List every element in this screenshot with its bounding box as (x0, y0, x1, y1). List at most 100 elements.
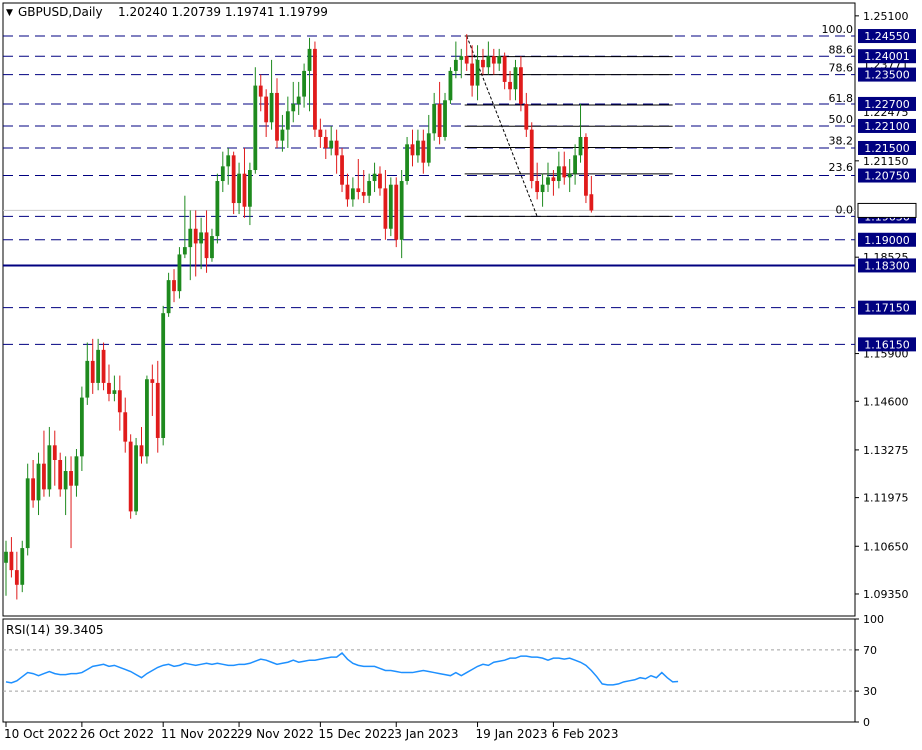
candle-bull (459, 56, 464, 60)
x-tick-label: 10 Oct 2022 (4, 727, 78, 741)
candle-bear (334, 140, 339, 156)
candle-bear (150, 379, 155, 383)
candle-bull (47, 445, 52, 490)
candle-bear (42, 463, 46, 490)
y-tick-label: 1.13275 (863, 444, 909, 457)
candle-bear (9, 551, 14, 571)
candle-bull (296, 96, 301, 104)
candle-bear (508, 81, 512, 90)
candle-bull (188, 228, 193, 248)
candle-bear (58, 459, 63, 490)
candle-bull (36, 463, 41, 501)
candle-bull (25, 478, 30, 549)
candle-bull (567, 173, 572, 178)
candle-bear (437, 103, 442, 137)
candle-bear (340, 155, 344, 185)
candle-bear (562, 166, 567, 178)
chart-symbol: GBPUSD,Daily (18, 5, 103, 19)
x-tick-label: 19 Jan 2023 (476, 727, 548, 741)
candle-bear (90, 360, 95, 383)
candle-bear (551, 177, 556, 182)
price-tag-label: 1.19000 (864, 234, 910, 247)
candle-bull (248, 170, 252, 207)
price-tag-label: 1.18300 (864, 259, 910, 272)
y-tick-label: 1.21150 (863, 155, 909, 168)
candle-bear (589, 194, 594, 211)
price-tag (858, 49, 916, 64)
candle-bear (318, 129, 323, 137)
candle-bear (69, 471, 73, 486)
rsi-label: RSI(14) 39.3405 (6, 623, 104, 637)
candle-bear (128, 441, 133, 512)
candle-bear (378, 173, 382, 189)
candle-bull (350, 188, 355, 200)
rsi-tick-label: 70 (863, 644, 877, 657)
x-tick-label: 11 Nov 2022 (161, 727, 238, 741)
candle-bull (367, 181, 372, 196)
candle-bear (231, 155, 236, 204)
candle-bear (155, 382, 160, 438)
price-tag-label: 1.16150 (864, 338, 910, 351)
candle-bear (584, 136, 588, 196)
fib-label-88.6: 88.6 (829, 44, 854, 57)
candle-bear (139, 445, 144, 457)
price-tag (858, 232, 916, 247)
candle-bear (491, 56, 496, 64)
candle-bear (107, 382, 111, 394)
rsi-line (5, 651, 679, 686)
current-price-tag (857, 202, 917, 218)
fib-label-38.2: 38.2 (829, 135, 854, 148)
candle-bull (269, 92, 274, 123)
price-tag (858, 337, 916, 352)
candle-bull (210, 236, 214, 259)
candle-bear (356, 188, 361, 193)
candle-bull (497, 56, 502, 64)
candle-bull (486, 56, 491, 68)
candle-bear (410, 144, 415, 156)
price-tag-label: 1.22100 (864, 120, 910, 133)
fib-label-23.6: 23.6 (829, 161, 854, 174)
candle-bear (204, 232, 209, 259)
candle-bear (275, 92, 279, 141)
candle-bull (546, 177, 550, 185)
candle-bear (117, 390, 122, 413)
candle-bull (63, 471, 68, 490)
y-tick-label: 1.25100 (863, 10, 909, 23)
candle-bear (470, 63, 475, 86)
price-tag-label: 1.21500 (864, 142, 910, 155)
candle-bear (421, 140, 426, 163)
candle-bear (345, 184, 350, 200)
candle-bear (361, 192, 366, 196)
rsi-plot-frame (2, 618, 856, 723)
price-tag-label: 1.20750 (864, 170, 910, 183)
candle-bull (182, 247, 187, 255)
candle-bull (573, 155, 577, 174)
candle-bear (101, 349, 106, 383)
rsi-tick-label: 30 (863, 685, 877, 698)
candle-bull (405, 144, 409, 182)
y-tick-label: 1.14600 (863, 395, 909, 408)
price-tag (858, 29, 916, 44)
candle-bull (134, 445, 138, 512)
price-tag (858, 96, 916, 111)
fib-label-100.0: 100.0 (822, 23, 854, 36)
candle-bear (172, 280, 176, 292)
y-tick-label: 1.11975 (863, 492, 909, 505)
fib-label-0.0: 0.0 (836, 203, 854, 216)
candle-bear (519, 67, 523, 104)
price-tag (858, 168, 916, 183)
price-tag (858, 258, 916, 273)
candle-bull (426, 133, 431, 163)
candle-bear (52, 445, 57, 460)
x-tick-label: 15 Dec 2022 (318, 727, 395, 741)
candle-bull (199, 232, 204, 244)
candle-bull (291, 103, 296, 112)
candle-bull (432, 103, 437, 134)
candle-bull (215, 181, 220, 237)
price-tag (858, 67, 916, 82)
candle-bear (242, 173, 247, 207)
candle-bull (329, 140, 334, 148)
price-tag-label: 1.24001 (864, 50, 910, 63)
candle-bear (313, 48, 317, 130)
candle-bull (74, 456, 79, 486)
